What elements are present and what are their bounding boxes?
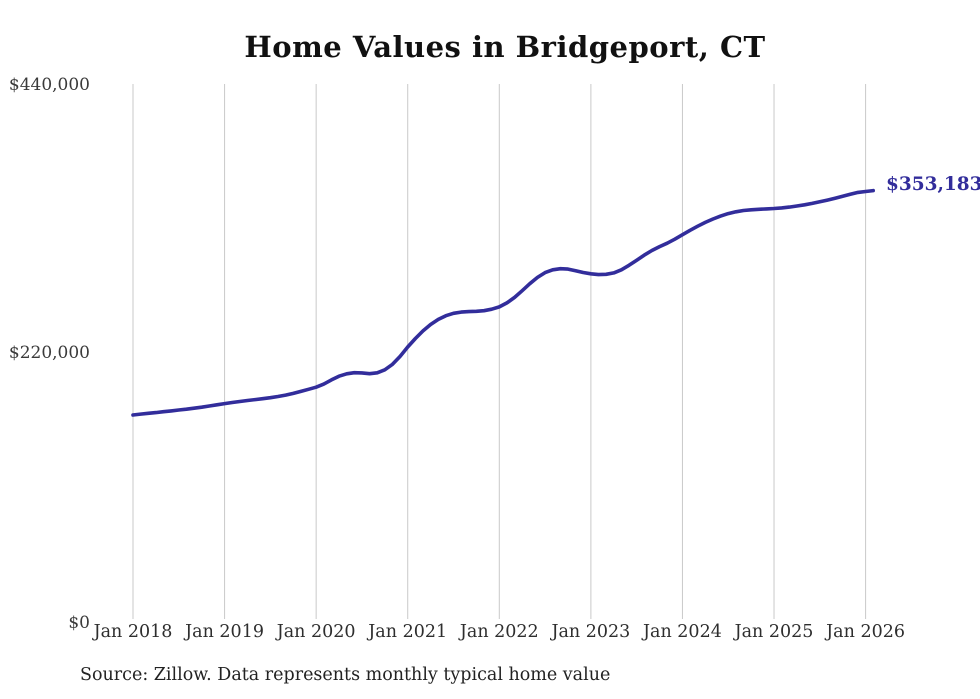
latest-value-label: $353,183 — [886, 174, 980, 195]
x-tick-jan-2021: Jan 2021 — [368, 622, 448, 642]
x-tick-jan-2022: Jan 2022 — [459, 622, 539, 642]
x-tick-jan-2026: Jan 2026 — [826, 622, 905, 642]
x-tick-jan-2020: Jan 2020 — [276, 622, 356, 642]
chart-title: Home Values in Bridgeport, CT — [244, 30, 766, 64]
home-value-line — [131, 188, 875, 417]
y-tick-440000: $440,000 — [8, 75, 90, 95]
y-tick-0: $0 — [68, 613, 90, 633]
x-tick-jan-2018: Jan 2018 — [93, 622, 173, 642]
source-note: Source: Zillow. Data represents monthly … — [80, 665, 611, 685]
gridlines — [132, 84, 867, 619]
x-tick-jan-2019: Jan 2019 — [185, 622, 264, 642]
x-tick-jan-2025: Jan 2025 — [734, 622, 814, 642]
x-tick-jan-2024: Jan 2024 — [643, 622, 722, 642]
y-tick-220000: $220,000 — [8, 343, 90, 363]
x-tick-jan-2023: Jan 2023 — [551, 622, 631, 642]
